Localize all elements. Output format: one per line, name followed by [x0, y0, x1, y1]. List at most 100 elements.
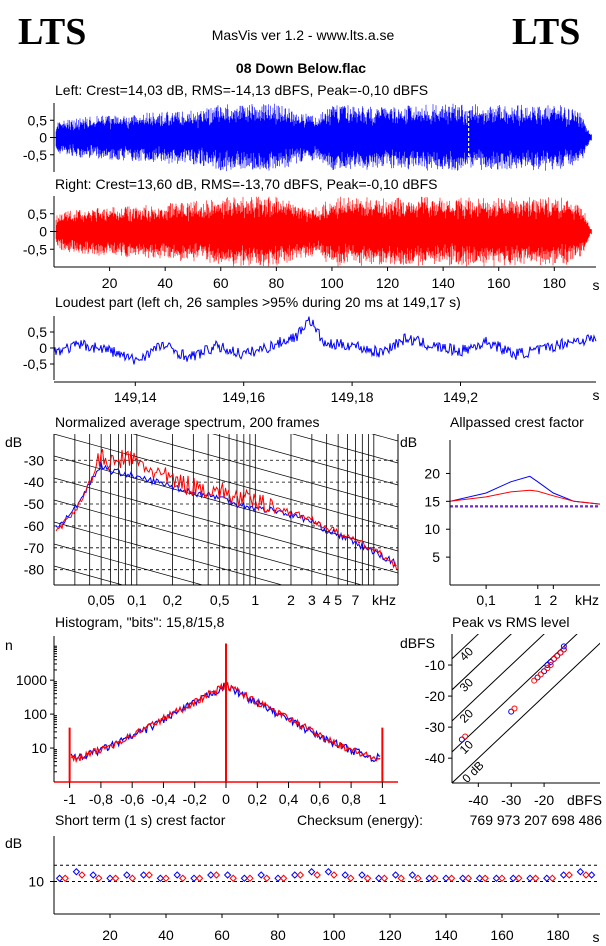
peak-rms-point-right	[554, 652, 561, 659]
short-crest-y-label: dB	[5, 835, 22, 851]
right-waveform-x-tick-label: 120	[376, 275, 400, 291]
short-crest-y-tick-label: 10	[28, 874, 44, 890]
short-crest-x-tick-label: 160	[490, 927, 514, 943]
loudest-part-x-tick-label: 149,14	[114, 389, 157, 405]
short-crest-point-left	[459, 874, 467, 882]
spectrum-grid	[54, 434, 398, 585]
spectrum-x-tick-label: 0,5	[210, 592, 230, 608]
histogram-y-tick-label: 100	[24, 706, 48, 722]
short-crest-point-right	[296, 871, 305, 879]
short-crest-point-left	[55, 874, 64, 882]
loudest-part-x-tick-label: 149,18	[331, 389, 374, 405]
peak-rms-diagonal	[452, 634, 578, 753]
short-crest-point-left	[190, 874, 198, 882]
spectrum-x-tick-label: 0,1	[127, 592, 147, 608]
app-title: MasVis ver 1.2 - www.lts.a.se	[212, 27, 395, 43]
loudest-part-x-tick-label: 149,2	[443, 389, 478, 405]
short-crest-point-left	[526, 874, 534, 882]
histogram-x-tick-label: -1	[63, 791, 76, 807]
short-crest-point-left	[173, 871, 181, 879]
crest-y-tick-label: 15	[424, 493, 440, 509]
crest-x-tick-label: 1	[534, 592, 542, 608]
histogram-y-label: n	[5, 637, 13, 653]
spectrum-slope-line	[54, 521, 284, 585]
short-crest-point-right	[212, 871, 221, 879]
peak-rms-x-label: dBFS	[567, 792, 602, 808]
short-crest-x-tick-label: 120	[378, 927, 402, 943]
short-crest-point-right	[498, 874, 506, 882]
right-waveform-y-tick-label: 0	[39, 224, 47, 240]
short-crest-x-tick-label: 20	[102, 927, 118, 943]
spectrum-series-left	[55, 461, 397, 567]
histogram-x-tick-label: 1	[378, 791, 386, 807]
spectrum-x-tick-label: 1	[251, 592, 259, 608]
spectrum-slope-line	[54, 434, 398, 530]
short-crest-point-right	[548, 874, 557, 882]
histogram-title: Histogram, "bits": 15,8/15,8	[55, 614, 225, 630]
left-waveform-title: Left: Crest=14,03 dB, RMS=-14,13 dBFS, P…	[55, 82, 428, 98]
short-crest-point-left	[391, 871, 400, 879]
short-crest-point-right	[263, 874, 271, 882]
peak-rms-point-right	[462, 733, 469, 740]
spectrum-x-tick-label: 5	[334, 592, 342, 608]
spectrum-x-tick-label: 2	[287, 592, 295, 608]
short-crest-point-right	[95, 874, 103, 882]
short-crest-point-left	[307, 868, 316, 876]
short-crest-point-right	[246, 874, 254, 882]
short-crest-point-left	[509, 874, 517, 882]
spectrum-x-unit: kHz	[372, 592, 396, 608]
short-crest-point-right	[313, 871, 321, 879]
peak-rms-point-right	[560, 646, 567, 653]
spectrum-slope-line	[54, 477, 398, 574]
spectrum-x-tick-label: 0,05	[88, 592, 115, 608]
short-crest-point-left	[89, 871, 97, 879]
loudest-part-y-tick-label: 0	[39, 340, 47, 356]
short-crest-point-right	[481, 874, 489, 882]
peak-rms-diagonal-label: 40	[457, 644, 477, 664]
loudest-part-x-tick-label: 149,16	[222, 389, 265, 405]
short-crest-point-left	[106, 874, 114, 882]
right-waveform-signal	[55, 196, 592, 267]
short-crest-point-right	[531, 874, 540, 882]
crest-x-tick-label: 2	[549, 592, 557, 608]
spectrum-y-tick-label: -70	[24, 540, 44, 556]
crest-x-unit: kHz	[575, 592, 599, 608]
spectrum-slope-line	[132, 434, 398, 508]
spectrum-x-tick-label: 0,2	[163, 592, 183, 608]
right-waveform-x-tick-label: 80	[269, 275, 285, 291]
peak-rms-x-tick-label: -40	[468, 792, 488, 808]
short-crest-point-left	[358, 871, 366, 879]
peak-rms-diagonals	[452, 634, 600, 783]
short-crest-point-right	[229, 874, 237, 882]
short-crest-point-right	[347, 874, 355, 882]
peak-rms-point-right	[557, 649, 564, 656]
file-name: 08 Down Below.flac	[236, 60, 366, 76]
crest-series-right	[449, 489, 601, 505]
histogram-x-tick-label: 0,4	[279, 791, 299, 807]
short-crest-point-left	[324, 868, 333, 876]
right-waveform-x-tick-label: 60	[213, 275, 229, 291]
short-crest-point-left	[207, 871, 215, 879]
short-crest-point-right	[582, 871, 590, 879]
peak-rms-point-right	[544, 665, 551, 672]
short-crest-x-tick-label: 80	[270, 927, 286, 943]
short-crest-point-right	[195, 874, 204, 882]
short-crest-x-tick-label: 100	[322, 927, 346, 943]
loudest-part-y-tick-label: 0,5	[28, 324, 48, 340]
short-crest-point-left	[257, 871, 265, 879]
peak-rms-point-right	[531, 677, 538, 684]
short-crest-point-left	[341, 871, 349, 879]
crest-factor-title: Allpassed crest factor	[450, 414, 584, 430]
peak-rms-point-right	[550, 655, 557, 662]
spectrum-slope-line	[212, 434, 398, 486]
histogram-x-tick-label: -0,2	[183, 791, 207, 807]
peak-rms-y-tick-label: -20	[425, 688, 445, 704]
plot-layer: 0,50-0,50,50-0,520 40 60 80 100 120 140 160 1800…	[16, 103, 601, 943]
short-crest-point-left	[559, 871, 568, 879]
short-crest-axes	[53, 836, 600, 915]
short-crest-point-left	[576, 868, 585, 876]
left-waveform-y-tick-label: -0,5	[23, 147, 47, 163]
histogram-x-tick-label: 0,6	[310, 791, 330, 807]
short-crest-x-unit: s	[593, 929, 600, 945]
